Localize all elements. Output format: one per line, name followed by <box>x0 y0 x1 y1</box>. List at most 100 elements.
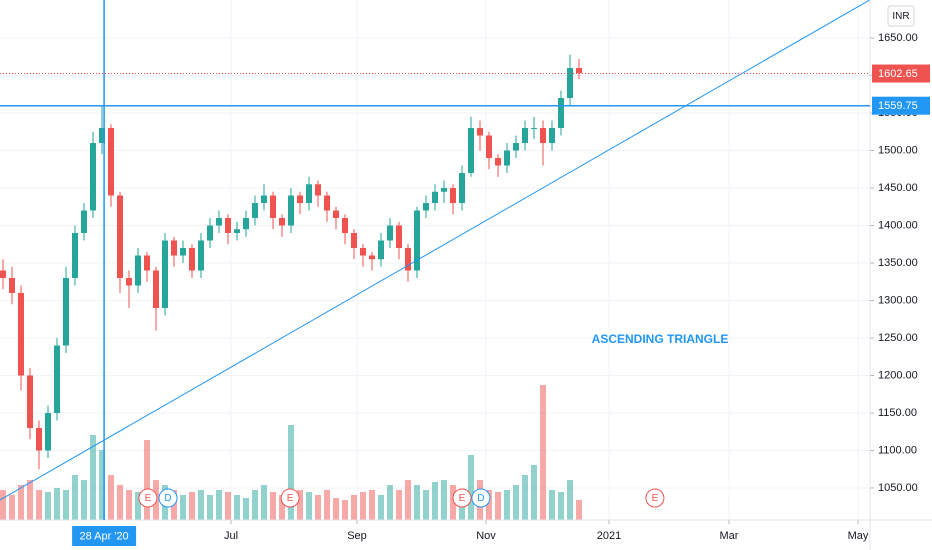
event-marker[interactable] <box>645 488 665 508</box>
grid <box>0 0 870 520</box>
volume-bar <box>225 492 231 520</box>
y-tick-label: 1150.00 <box>878 407 917 419</box>
volume-bar <box>513 485 519 520</box>
y-tick-label: 1050.00 <box>878 482 918 494</box>
volume-bar <box>360 492 366 520</box>
candle-body <box>324 195 330 211</box>
candle-body <box>243 218 249 230</box>
candle-body <box>180 248 186 256</box>
event-label: D <box>164 493 171 504</box>
volume-bar <box>45 492 51 520</box>
x-tick-label: Mar <box>720 530 739 542</box>
currency-box[interactable] <box>887 5 915 27</box>
candle-body <box>72 233 78 278</box>
currency: INR <box>892 11 909 22</box>
last-price-label: 1602.65 <box>878 68 918 80</box>
candle-body <box>225 218 231 234</box>
candle-body <box>81 210 87 234</box>
volume-bar <box>207 495 213 520</box>
event-marker[interactable] <box>452 488 472 508</box>
event-marker[interactable] <box>138 488 158 508</box>
candle-body <box>441 188 447 192</box>
event-marker[interactable] <box>280 488 300 508</box>
volume-bar <box>351 495 357 520</box>
x-tick-label: Jul <box>224 530 238 542</box>
volume-bar <box>486 490 492 520</box>
volume-bar <box>495 492 501 520</box>
candle-body <box>531 128 537 130</box>
volume-bar <box>216 490 222 520</box>
candle-body <box>153 270 159 308</box>
candle-body <box>234 229 240 234</box>
volume-bar <box>540 385 546 520</box>
volume-bar <box>144 440 150 520</box>
candle-body <box>9 277 15 293</box>
candle-body <box>90 143 96 211</box>
volume-bar <box>288 425 294 520</box>
candle-body <box>306 184 312 204</box>
candle-body <box>342 218 348 234</box>
last-price-label-box <box>872 64 930 83</box>
volume-bar <box>396 490 402 520</box>
crosshair-label: 28 Apr '20 <box>79 530 128 542</box>
candle-body <box>45 412 51 451</box>
event-marker[interactable] <box>158 488 178 508</box>
volume-bar <box>369 490 375 520</box>
volume-bar <box>18 485 24 520</box>
candle-body <box>576 68 582 74</box>
event-marker[interactable] <box>471 488 491 508</box>
y-tick-label: 1500.00 <box>878 144 918 156</box>
volume-bar <box>180 495 186 520</box>
candle-body <box>171 240 177 256</box>
x-tick-label: Nov <box>476 530 496 542</box>
annotation: ASCENDING TRIANGLE <box>592 332 729 346</box>
volume-bar <box>576 500 582 520</box>
volume-bar <box>90 435 96 520</box>
candle-body <box>117 195 123 278</box>
candle-body <box>18 292 24 376</box>
candle-body <box>207 225 213 241</box>
resistance-label-box <box>872 96 930 115</box>
candle-body <box>567 68 573 99</box>
candle-body <box>54 345 60 413</box>
candle-body <box>162 240 168 308</box>
candle-body <box>369 255 375 260</box>
volume-bar <box>504 490 510 520</box>
candle-body <box>540 128 546 144</box>
candle-body <box>189 248 195 271</box>
candle-body <box>297 195 303 204</box>
candle-body <box>288 195 294 226</box>
volume-bar <box>522 475 528 520</box>
crosshair-label-box <box>72 526 137 546</box>
candle-body <box>63 277 69 346</box>
volume-bar <box>135 492 141 520</box>
y-tick-label: 1450.00 <box>878 182 918 194</box>
volume-bar <box>0 490 6 520</box>
candle-body <box>468 128 474 174</box>
candle-body <box>432 191 438 204</box>
volume-bar <box>126 490 132 520</box>
volume-bar <box>117 485 123 520</box>
volume-bar <box>243 498 249 520</box>
volume-bar <box>189 492 195 520</box>
candle-body <box>378 240 384 260</box>
volume-bar <box>423 490 429 520</box>
volume-bar <box>36 490 42 520</box>
volume-bar <box>297 490 303 520</box>
volume-bar <box>81 480 87 520</box>
event-label: E <box>287 493 294 504</box>
volume-bar <box>432 482 438 520</box>
x-tick-label: May <box>848 530 869 542</box>
candle-body <box>360 248 366 256</box>
candle-body <box>513 143 519 151</box>
candle-body <box>504 150 510 166</box>
volume-bar <box>234 495 240 520</box>
volume-bar <box>270 492 276 520</box>
volume-bar <box>414 485 420 520</box>
volume-bar <box>72 475 78 520</box>
volume-bar <box>378 495 384 520</box>
volume-bar <box>558 492 564 520</box>
volume-bar <box>27 480 33 520</box>
y-tick-label: 1350.00 <box>878 257 918 269</box>
